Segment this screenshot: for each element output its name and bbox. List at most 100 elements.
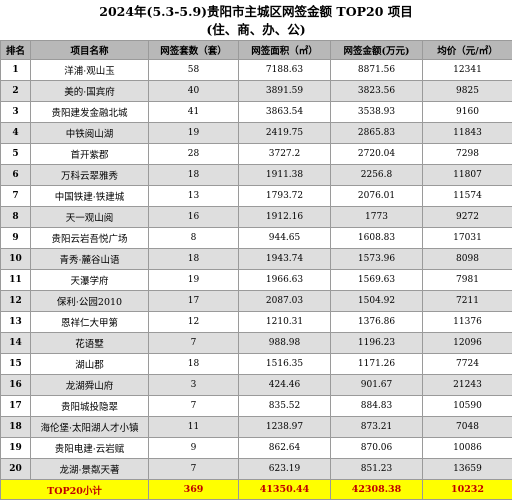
cell-amount: 1608.83 (330, 227, 423, 249)
cell-area: 3727.2 (238, 143, 331, 165)
cell-project-name: 万科云翠雅秀 (30, 164, 149, 186)
cell-units: 40 (148, 80, 239, 102)
cell-avg-price: 7048 (422, 416, 512, 438)
cell-units: 13 (148, 185, 239, 207)
table-row: 17 贵阳城投隐翠 7 835.52 884.83 10590 (0, 395, 512, 417)
cell-amount: 8871.56 (330, 59, 423, 81)
table-row: 14 花语墅 7 988.98 1196.23 12096 (0, 332, 512, 354)
cell-units: 19 (148, 269, 239, 291)
cell-units: 16 (148, 206, 239, 228)
cell-project-name: 天一观山阅 (30, 206, 149, 228)
cell-area: 3891.59 (238, 80, 331, 102)
cell-project-name: 贵阳城投隐翠 (30, 395, 149, 417)
cell-rank: 18 (0, 416, 31, 438)
total-row: TOP20小计 369 41350.44 42308.38 10232 (0, 479, 512, 500)
cell-units: 18 (148, 164, 239, 186)
cell-project-name: 首开紫郡 (30, 143, 149, 165)
header-row: 排名 项目名称 网签套数（套） 网签面积（㎡） 网签金额(万元) 均价（元/㎡） (0, 40, 512, 60)
cell-avg-price: 9160 (422, 101, 512, 123)
header-units: 网签套数（套） (148, 40, 239, 60)
table-row: 5 首开紫郡 28 3727.2 2720.04 7298 (0, 143, 512, 165)
total-avg-price: 10232 (422, 479, 512, 500)
table-row: 10 青秀·麓谷山语 18 1943.74 1573.96 8098 (0, 248, 512, 270)
cell-units: 28 (148, 143, 239, 165)
table-row: 1 洋浦·观山玉 58 7188.63 8871.56 12341 (0, 59, 512, 81)
cell-project-name: 恩祥仁大甲第 (30, 311, 149, 333)
table-row: 11 天瀑学府 19 1966.63 1569.63 7981 (0, 269, 512, 291)
header-amount: 网签金额(万元) (330, 40, 423, 60)
cell-amount: 1504.92 (330, 290, 423, 312)
cell-area: 424.46 (238, 374, 331, 396)
cell-avg-price: 17031 (422, 227, 512, 249)
cell-area: 835.52 (238, 395, 331, 417)
table-row: 3 贵阳建发金融北城 41 3863.54 3538.93 9160 (0, 101, 512, 123)
cell-avg-price: 7724 (422, 353, 512, 375)
total-label: TOP20小计 (0, 479, 149, 500)
cell-amount: 1569.63 (330, 269, 423, 291)
cell-avg-price: 9272 (422, 206, 512, 228)
cell-amount: 2076.01 (330, 185, 423, 207)
cell-project-name: 贵阳云岩吾悦广场 (30, 227, 149, 249)
cell-project-name: 湖山郡 (30, 353, 149, 375)
cell-rank: 14 (0, 332, 31, 354)
cell-area: 862.64 (238, 437, 331, 459)
table-row: 9 贵阳云岩吾悦广场 8 944.65 1608.83 17031 (0, 227, 512, 249)
cell-amount: 884.83 (330, 395, 423, 417)
cell-avg-price: 7981 (422, 269, 512, 291)
cell-units: 7 (148, 395, 239, 417)
cell-area: 1238.97 (238, 416, 331, 438)
cell-avg-price: 12341 (422, 59, 512, 81)
cell-project-name: 中国铁建·铁建城 (30, 185, 149, 207)
cell-area: 1912.16 (238, 206, 331, 228)
cell-rank: 3 (0, 101, 31, 123)
cell-amount: 2256.8 (330, 164, 423, 186)
cell-avg-price: 11376 (422, 311, 512, 333)
title-line-1: 2024年(5.3-5.9)贵阳市主城区网签金额 TOP20 项目 (99, 4, 413, 19)
cell-units: 17 (148, 290, 239, 312)
cell-rank: 15 (0, 353, 31, 375)
cell-amount: 2720.04 (330, 143, 423, 165)
cell-rank: 17 (0, 395, 31, 417)
total-units: 369 (148, 479, 239, 500)
cell-avg-price: 9825 (422, 80, 512, 102)
cell-project-name: 花语墅 (30, 332, 149, 354)
cell-amount: 1573.96 (330, 248, 423, 270)
cell-rank: 16 (0, 374, 31, 396)
cell-units: 58 (148, 59, 239, 81)
cell-rank: 11 (0, 269, 31, 291)
cell-project-name: 美的·国宾府 (30, 80, 149, 102)
cell-units: 18 (148, 248, 239, 270)
cell-avg-price: 8098 (422, 248, 512, 270)
cell-units: 11 (148, 416, 239, 438)
cell-amount: 2865.83 (330, 122, 423, 144)
cell-rank: 12 (0, 290, 31, 312)
cell-project-name: 保利·公园2010 (30, 290, 149, 312)
cell-amount: 3538.93 (330, 101, 423, 123)
table-row: 2 美的·国宾府 40 3891.59 3823.56 9825 (0, 80, 512, 102)
cell-rank: 7 (0, 185, 31, 207)
cell-units: 41 (148, 101, 239, 123)
table-row: 6 万科云翠雅秀 18 1911.38 2256.8 11807 (0, 164, 512, 186)
cell-avg-price: 21243 (422, 374, 512, 396)
cell-area: 3863.54 (238, 101, 331, 123)
header-area: 网签面积（㎡） (238, 40, 331, 60)
cell-rank: 8 (0, 206, 31, 228)
cell-project-name: 天瀑学府 (30, 269, 149, 291)
cell-area: 1911.38 (238, 164, 331, 186)
cell-avg-price: 11843 (422, 122, 512, 144)
table-title: 2024年(5.3-5.9)贵阳市主城区网签金额 TOP20 项目 (住、商、办… (0, 0, 512, 40)
cell-units: 12 (148, 311, 239, 333)
table-row: 18 海伦堡·太阳湖人才小镇 11 1238.97 873.21 7048 (0, 416, 512, 438)
cell-area: 1943.74 (238, 248, 331, 270)
table-body: 1 洋浦·观山玉 58 7188.63 8871.56 12341 2 美的·国宾府 40 389… (0, 59, 512, 480)
cell-units: 19 (148, 122, 239, 144)
cell-amount: 1773 (330, 206, 423, 228)
cell-rank: 13 (0, 311, 31, 333)
cell-rank: 2 (0, 80, 31, 102)
cell-units: 3 (148, 374, 239, 396)
cell-amount: 870.06 (330, 437, 423, 459)
cell-area: 7188.63 (238, 59, 331, 81)
cell-units: 8 (148, 227, 239, 249)
cell-amount: 1196.23 (330, 332, 423, 354)
cell-avg-price: 7211 (422, 290, 512, 312)
